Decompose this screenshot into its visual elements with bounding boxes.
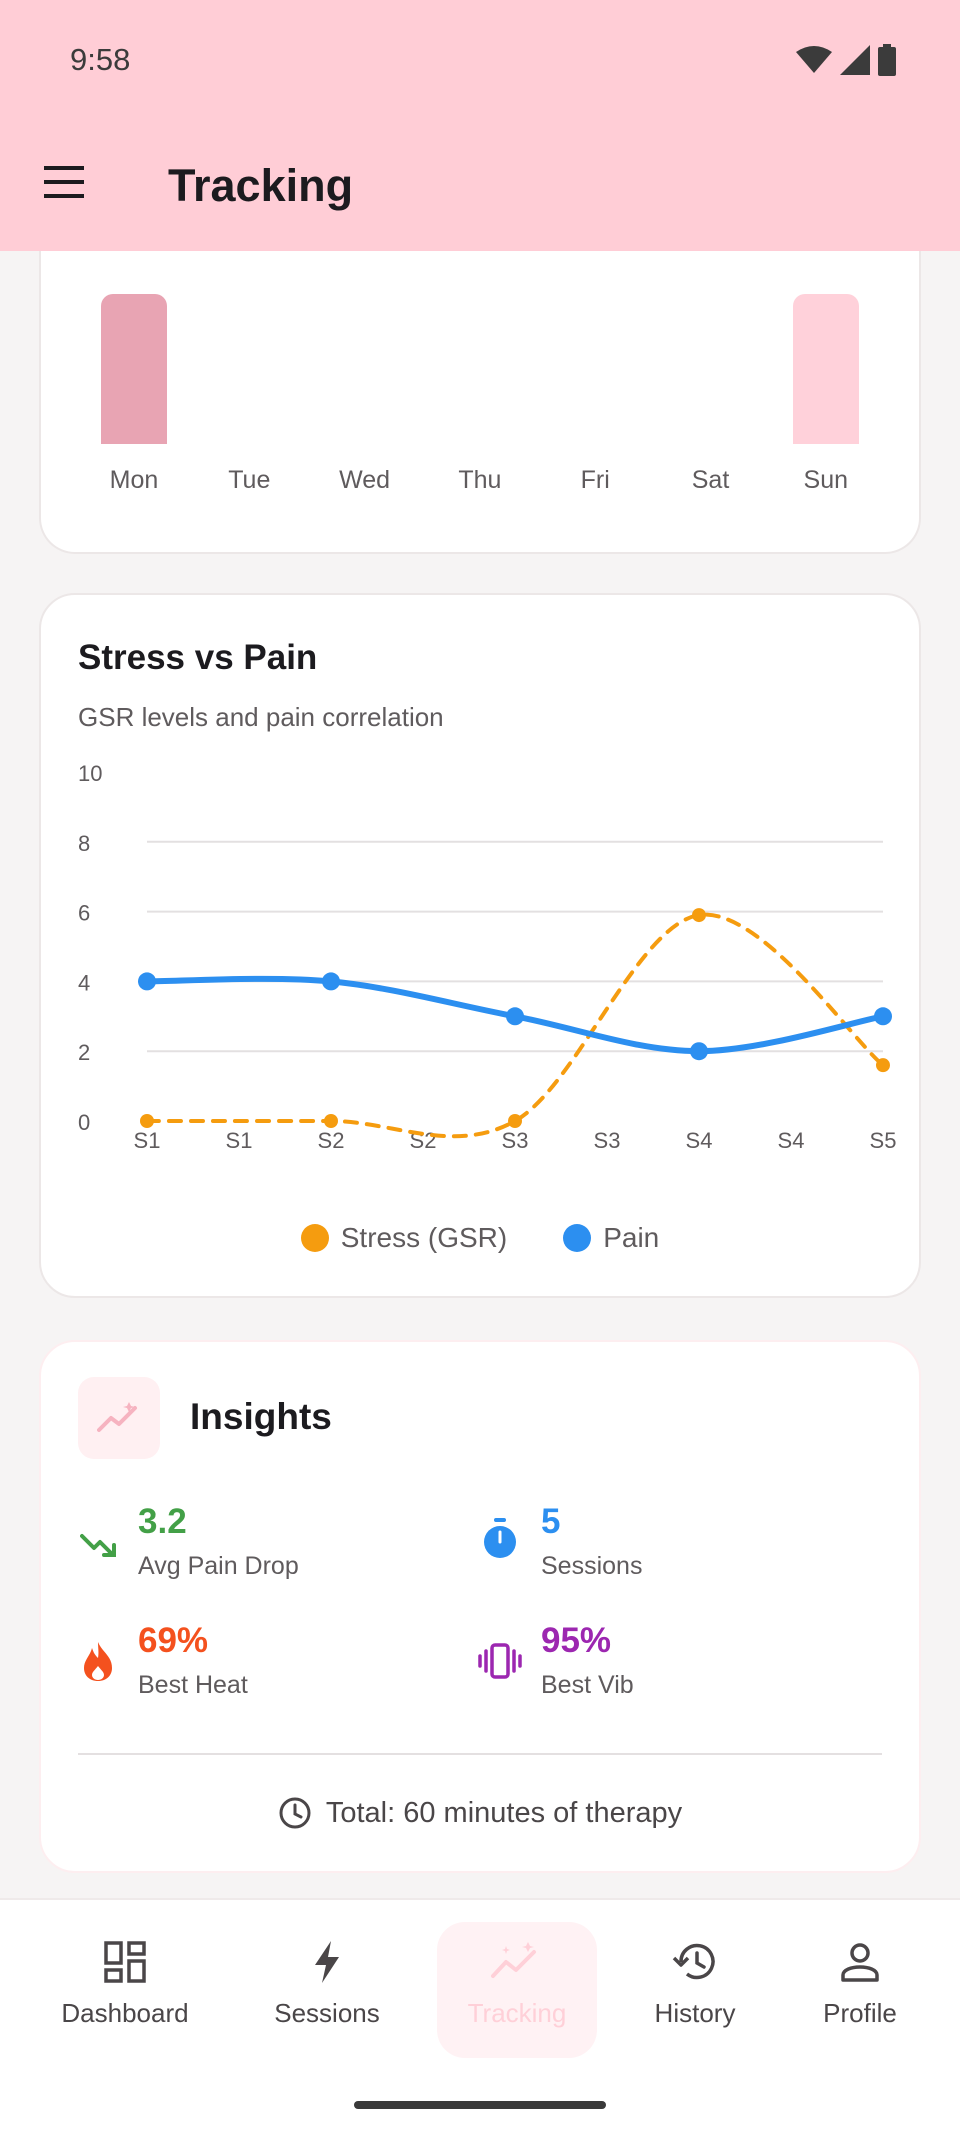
legend-label-stress: Stress (GSR) <box>340 1222 508 1253</box>
day-bar-mon <box>101 294 167 444</box>
legend-label-pain: Pain <box>603 1222 660 1253</box>
day-label-sun: Sun <box>803 466 849 494</box>
bolt-icon <box>315 1941 339 1983</box>
signal-icon <box>840 45 870 75</box>
stat-best-heat: 69% Best Heat <box>138 1621 248 1700</box>
nav-item-sessions[interactable]: Sessions <box>242 1940 412 2029</box>
nav-item-history[interactable]: History <box>610 1940 780 2029</box>
stat-value: 3.2 <box>138 1502 187 1541</box>
day-label-tue: Tue <box>228 466 271 494</box>
clock-icon <box>279 1797 311 1829</box>
stat-best-vib: 95% Best Vib <box>541 1621 634 1700</box>
nav-item-tracking[interactable]: Tracking <box>432 1940 602 2029</box>
menu-icon[interactable] <box>40 162 92 202</box>
nav-label: History <box>654 1998 736 2028</box>
stat-label: Best Heat <box>138 1671 248 1699</box>
stat-value: 95% <box>541 1621 612 1660</box>
nav-label: Dashboard <box>61 1998 189 2028</box>
status-icons <box>796 44 896 76</box>
vibration-icon <box>478 1643 522 1679</box>
timer-icon <box>484 1518 516 1558</box>
insights-divider <box>78 1753 882 1755</box>
stat-label: Sessions <box>541 1552 643 1580</box>
flame-icon <box>84 1642 112 1681</box>
profile-icon <box>841 1943 879 1982</box>
stat-value: 5 <box>541 1502 561 1541</box>
day-label-thu: Thu <box>458 466 502 494</box>
day-bar-sun <box>792 294 859 444</box>
legend-item-pain: Pain <box>563 1222 659 1254</box>
history-icon <box>672 1943 715 1980</box>
stat-label: Avg Pain Drop <box>138 1552 299 1580</box>
stat-label: Best Vib <box>541 1671 634 1699</box>
app-bar: 9:58 Tracking <box>0 0 960 251</box>
stat-value: 69% <box>138 1621 209 1660</box>
bottom-nav: Dashboard Sessions Tracking History Prof… <box>0 1898 960 2133</box>
nav-item-profile[interactable]: Profile <box>775 1940 945 2029</box>
legend-dot-stress <box>300 1224 329 1252</box>
day-label-mon: Mon <box>109 466 159 494</box>
wifi-icon <box>796 46 832 73</box>
day-label-wed: Wed <box>339 466 391 494</box>
nav-label: Tracking <box>467 1998 567 2028</box>
stat-avg-pain-drop: 3.2 Avg Pain Drop <box>138 1502 299 1581</box>
insights-title: Insights <box>190 1396 332 1437</box>
chart-subtitle: GSR levels and pain correlation <box>78 702 444 732</box>
day-label-fri: Fri <box>580 466 610 494</box>
day-label-sat: Sat <box>691 466 730 494</box>
legend-item-stress: Stress (GSR) <box>300 1222 508 1254</box>
nav-label: Profile <box>823 1998 897 2028</box>
dashboard-icon <box>104 1941 146 1983</box>
nav-active-indicator <box>437 1922 597 2058</box>
total-therapy-text: Total: 60 minutes of therapy <box>325 1796 683 1829</box>
chart-title: Stress vs Pain <box>78 638 318 677</box>
battery-icon <box>878 44 896 76</box>
stress-pain-card <box>39 593 921 1298</box>
tracking-icon <box>491 1942 536 1978</box>
legend-dot-pain <box>563 1224 592 1252</box>
insights-icon-box <box>78 1377 160 1459</box>
trending-down-icon <box>80 1534 116 1557</box>
total-therapy: Total: 60 minutes of therapy <box>0 1796 960 1830</box>
insights-chart-icon <box>97 1402 137 1432</box>
home-indicator <box>354 2101 606 2109</box>
stat-sessions: 5 Sessions <box>541 1502 642 1581</box>
page-title: Tracking <box>168 160 354 211</box>
insights-card <box>39 1340 921 1873</box>
nav-label: Sessions <box>274 1998 380 2028</box>
status-time: 9:58 <box>70 42 131 77</box>
chart-legend: Stress (GSR) Pain <box>0 1222 960 1254</box>
weekly-sessions-card <box>39 200 921 554</box>
nav-item-dashboard[interactable]: Dashboard <box>40 1940 210 2029</box>
